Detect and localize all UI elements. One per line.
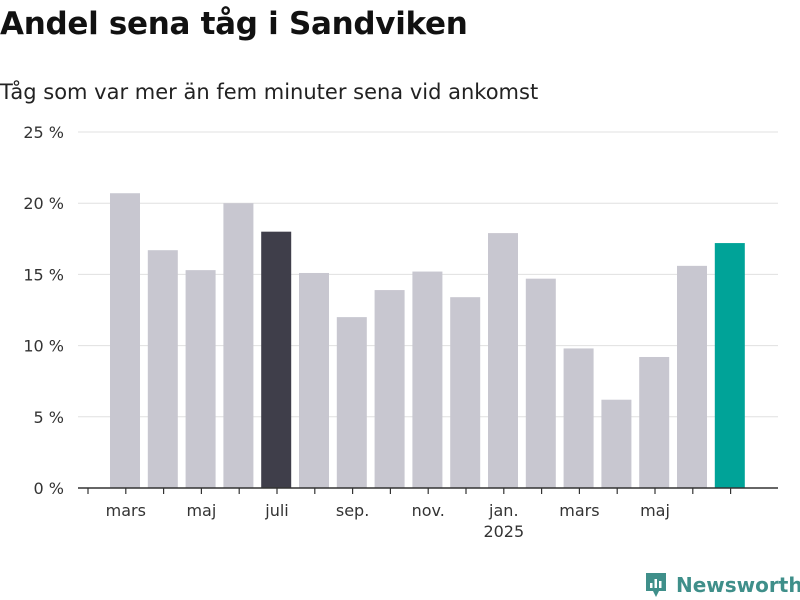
bar — [261, 231, 292, 488]
bar — [563, 348, 594, 488]
bar — [299, 272, 329, 488]
y-tick-label: 10 % — [23, 337, 64, 356]
bar — [488, 233, 518, 488]
bar — [601, 399, 632, 488]
x-tick-label: maj — [186, 501, 216, 520]
x-tick-label: juli — [264, 501, 288, 520]
bar — [223, 203, 254, 488]
bar — [185, 270, 216, 488]
bar — [714, 243, 745, 488]
bar — [639, 356, 670, 488]
chart-title: Andel sena tåg i Sandviken — [0, 6, 468, 42]
y-tick-label: 0 % — [34, 479, 64, 498]
bar — [677, 265, 707, 488]
x-tick-label: mars — [559, 501, 599, 520]
y-tick-label: 15 % — [23, 265, 64, 284]
x-tick-label: mars — [106, 501, 146, 520]
bar — [450, 297, 481, 488]
y-tick-label: 25 % — [23, 123, 64, 142]
bar — [412, 271, 443, 488]
bar — [110, 193, 140, 488]
bar — [336, 317, 367, 488]
newsworthy-logo: Newsworthy — [644, 571, 800, 599]
x-tick-year-label: 2025 — [483, 522, 524, 541]
brand-name: Newsworthy — [676, 573, 800, 597]
chart-subtitle: Tåg som var mer än fem minuter sena vid … — [0, 80, 539, 104]
y-tick-label: 20 % — [23, 194, 64, 213]
x-tick-label: maj — [640, 501, 670, 520]
bar — [147, 250, 178, 488]
x-tick-label: nov. — [412, 501, 445, 520]
x-tick-label: sep. — [336, 501, 369, 520]
newsworthy-logo-icon — [646, 573, 666, 597]
y-tick-label: 5 % — [34, 408, 64, 427]
bar — [525, 278, 556, 488]
x-tick-label: jan. — [488, 501, 518, 520]
bar — [374, 290, 405, 488]
